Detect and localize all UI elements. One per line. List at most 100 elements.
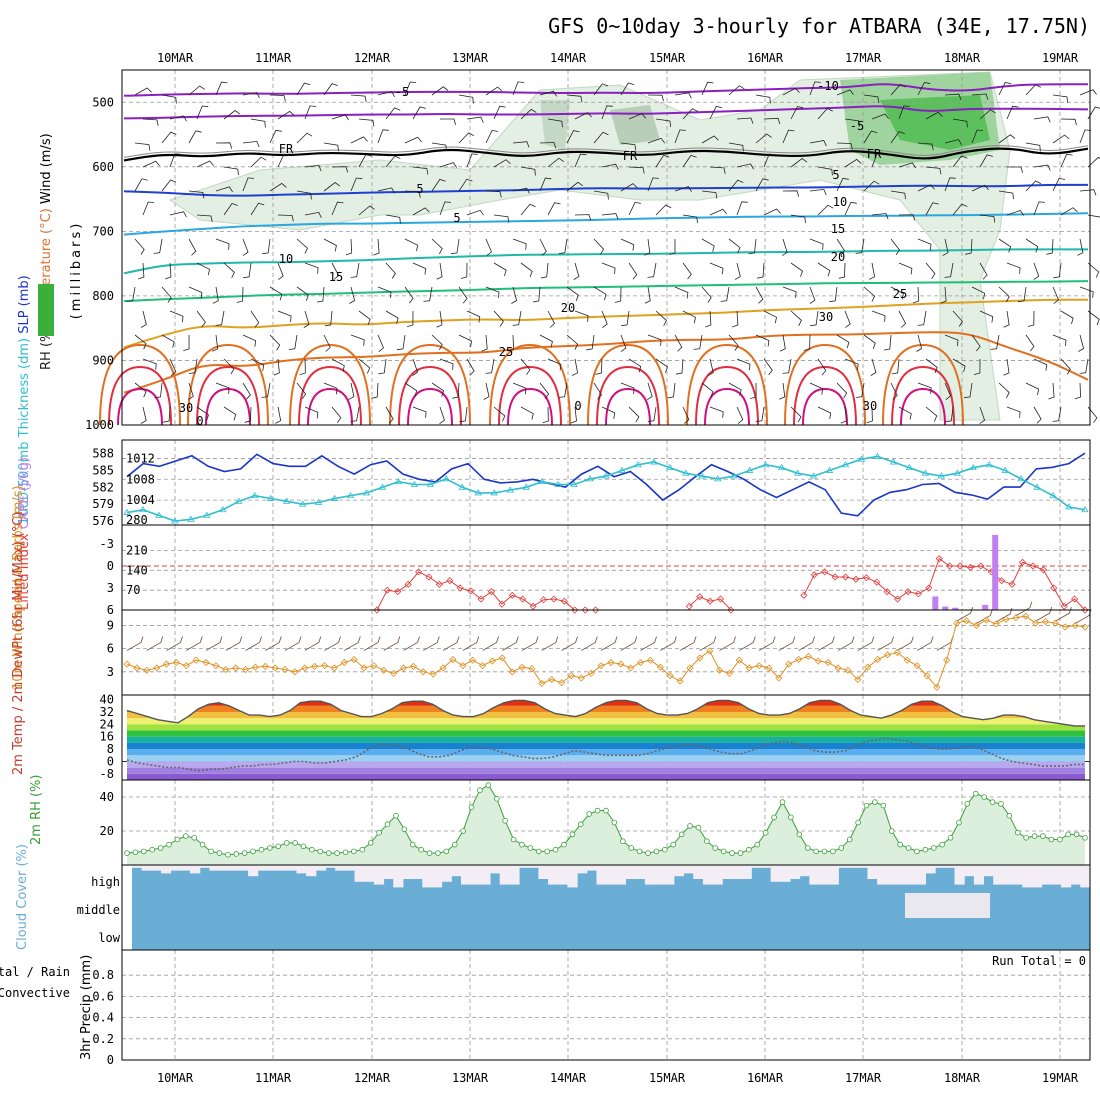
wind-barb	[485, 129, 499, 144]
wind-barb-10m	[403, 636, 420, 651]
wind-barb	[1052, 94, 1069, 103]
cloud-high-gap	[1080, 865, 1091, 888]
cloud-high-gap	[219, 865, 230, 871]
rh-point	[998, 800, 1004, 807]
wind-barb	[586, 334, 595, 351]
wind-barb	[138, 262, 145, 280]
thickness-point	[235, 497, 243, 504]
wind-barb	[898, 310, 907, 328]
cloud-high-gap	[751, 865, 762, 868]
lifted-index-point	[810, 571, 818, 579]
temperature-lobe	[704, 387, 750, 426]
wind-barb	[682, 406, 690, 424]
rh-point	[762, 829, 769, 836]
lifted-index-point	[1060, 602, 1068, 610]
cloud-high-gap	[277, 865, 288, 871]
temp-tick: 8	[107, 742, 114, 756]
wind-speed-point	[360, 664, 368, 672]
pressure-tick: 1000	[85, 418, 114, 432]
temp-band	[127, 761, 1085, 768]
rh-point	[510, 836, 517, 843]
lifted-index-point	[477, 595, 485, 603]
wind-barb	[1006, 105, 1019, 120]
wind-speed-point	[735, 656, 743, 664]
cloud-high-gap	[151, 865, 162, 871]
wind-barb	[466, 153, 478, 168]
wind-barb-10m	[205, 636, 223, 651]
wind-speed-point	[399, 664, 408, 672]
wind-barb	[378, 358, 387, 375]
rh-point	[653, 848, 660, 855]
wind-barb	[1087, 406, 1098, 423]
wind-barb	[296, 286, 309, 301]
wind-barb	[242, 92, 260, 99]
wind-barb	[269, 182, 287, 192]
wind-barb	[990, 334, 1000, 350]
wind-barb	[277, 214, 294, 222]
wind-barb	[790, 310, 802, 326]
wind-barb	[323, 382, 338, 395]
wind-barb	[952, 358, 966, 373]
wind-speed-point	[755, 662, 763, 670]
cloud-high-gap	[393, 865, 404, 888]
cloud-high-gap	[509, 865, 520, 885]
precip-axis-title: 3hr Precip (mm)	[79, 955, 94, 1060]
wind-barb	[183, 334, 190, 351]
wind-barb	[971, 286, 986, 300]
thickness-point	[857, 455, 866, 462]
cloud-high-gap	[606, 865, 617, 885]
cloud-high-gap	[644, 865, 656, 885]
lifted-index-point	[966, 563, 975, 572]
wind-speed-point	[607, 658, 615, 667]
wind-speed-point	[429, 670, 437, 678]
wind-barb	[682, 214, 698, 224]
wind-barb	[566, 130, 580, 144]
cloud-high-gap	[538, 865, 549, 879]
wind-barb	[466, 116, 484, 123]
wind-speed-point	[162, 660, 171, 668]
rh-point	[577, 821, 584, 827]
rh-point	[166, 841, 172, 848]
wind-barb	[377, 286, 392, 299]
wind-speed-point	[804, 652, 813, 660]
cloud-high-gap	[954, 865, 965, 885]
wind-barb	[262, 238, 271, 255]
rh-point	[569, 831, 576, 838]
lifted-index-point	[956, 562, 964, 570]
slp-tick: 1004	[126, 493, 155, 507]
thickness-point	[730, 472, 738, 479]
temperature-lobe	[891, 365, 955, 426]
wind-barb	[485, 238, 492, 256]
wind-speed-point	[666, 672, 674, 680]
wind-barb	[358, 118, 375, 127]
wind-barb	[916, 334, 923, 352]
temperature-lobe	[289, 343, 371, 426]
wind-barb	[863, 334, 876, 349]
wind-barb	[1048, 382, 1055, 400]
cloud-high-gap	[828, 865, 839, 885]
wind-barb	[844, 201, 857, 216]
wind-barb-10m	[758, 636, 776, 651]
cloud-high-gap	[354, 865, 365, 882]
lifted-index-point	[1071, 595, 1079, 603]
thickness-point	[442, 475, 451, 482]
wind-barb	[925, 202, 939, 216]
rh-point	[1031, 833, 1038, 839]
thickness-point	[426, 480, 435, 487]
lifted-index-point	[571, 606, 579, 614]
wind-barb	[782, 358, 792, 374]
wind-barb	[1006, 262, 1021, 274]
wind-barb	[288, 334, 298, 350]
wind-barb	[736, 201, 748, 216]
wind-barb	[269, 129, 282, 144]
wind-speed-point	[567, 672, 575, 680]
wind-barb	[570, 406, 577, 424]
wind-barb-10m	[442, 636, 460, 651]
thickness-point	[698, 472, 706, 479]
rh-point	[846, 836, 853, 843]
rh-point	[519, 841, 525, 848]
wind-barb	[593, 238, 605, 255]
rh-point	[485, 782, 492, 788]
wind-barb-10m	[561, 636, 578, 651]
wind-barb	[223, 262, 235, 278]
